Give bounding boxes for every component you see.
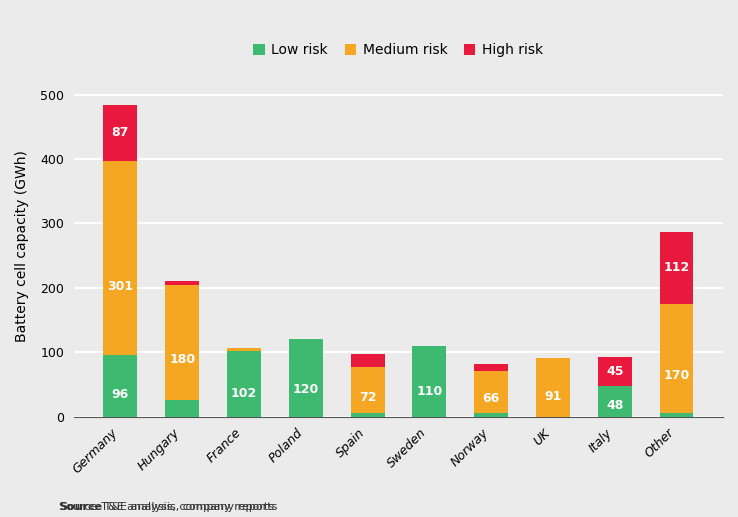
- Bar: [413, 346, 446, 417]
- Text: 96: 96: [111, 388, 129, 401]
- Text: 66: 66: [483, 392, 500, 405]
- Text: 301: 301: [107, 280, 134, 294]
- Bar: [598, 386, 632, 417]
- Bar: [227, 351, 261, 417]
- Text: 72: 72: [359, 391, 376, 404]
- Text: 170: 170: [663, 369, 689, 382]
- Bar: [289, 339, 323, 417]
- Text: 48: 48: [606, 399, 624, 412]
- Bar: [474, 371, 508, 414]
- Bar: [165, 401, 199, 417]
- Bar: [536, 358, 570, 417]
- Bar: [103, 105, 137, 161]
- Bar: [660, 414, 694, 417]
- Bar: [227, 347, 261, 351]
- Text: 110: 110: [416, 385, 443, 398]
- Text: 112: 112: [663, 261, 689, 275]
- Bar: [351, 367, 384, 414]
- Bar: [103, 161, 137, 355]
- Text: 120: 120: [292, 383, 319, 396]
- Text: 102: 102: [231, 387, 257, 400]
- Bar: [103, 355, 137, 417]
- Bar: [165, 284, 199, 401]
- Bar: [660, 232, 694, 304]
- Text: 45: 45: [606, 364, 624, 378]
- Bar: [165, 281, 199, 284]
- Bar: [351, 414, 384, 417]
- Text: 87: 87: [111, 127, 129, 140]
- Bar: [660, 304, 694, 414]
- Text: 180: 180: [169, 354, 195, 367]
- Text: 91: 91: [544, 390, 562, 403]
- Bar: [351, 354, 384, 367]
- Legend: Low risk, Medium risk, High risk: Low risk, Medium risk, High risk: [248, 38, 549, 63]
- Bar: [474, 414, 508, 417]
- Bar: [474, 364, 508, 371]
- Text: Source: T&E analysis, company reports: Source: T&E analysis, company reports: [59, 502, 277, 512]
- Text: : T&E analysis, company reports: : T&E analysis, company reports: [94, 502, 275, 512]
- Y-axis label: Battery cell capacity (GWh): Battery cell capacity (GWh): [15, 150, 29, 342]
- Text: Source: Source: [59, 502, 102, 512]
- Bar: [598, 357, 632, 386]
